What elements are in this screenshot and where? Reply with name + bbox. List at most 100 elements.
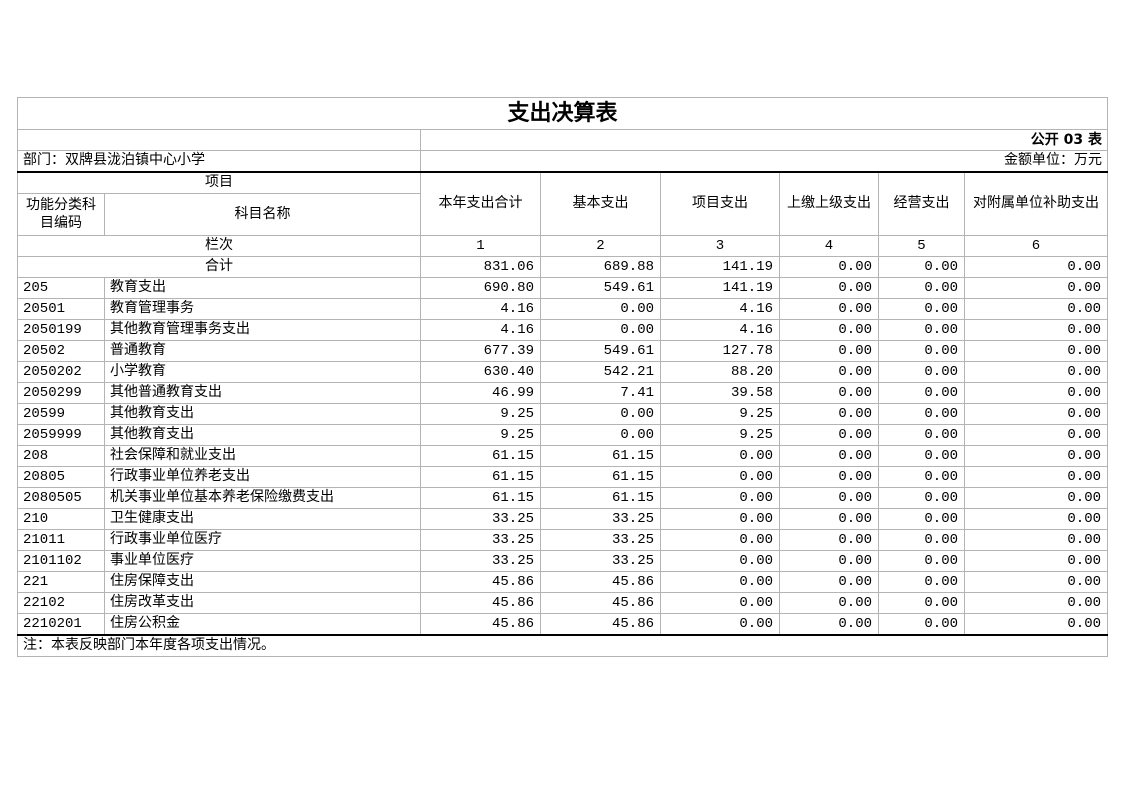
row-value: 0.00 (963, 592, 1109, 614)
seq-6: 6 (963, 235, 1109, 257)
total-label: 合计 (17, 256, 421, 278)
seq-1: 1 (420, 235, 541, 257)
row-value: 0.00 (963, 319, 1109, 341)
header-col-1: 本年支出合计 (420, 171, 541, 236)
row-value: 0.00 (779, 361, 879, 383)
row-value: 45.86 (420, 592, 541, 614)
row-value: 0.00 (963, 445, 1109, 467)
row-value: 0.00 (779, 592, 879, 614)
row-code: 2050202 (17, 361, 105, 383)
row-value: 0.00 (878, 424, 965, 446)
header-col-5: 经营支出 (878, 171, 965, 236)
row-value: 0.00 (779, 466, 879, 488)
unit-label: 金额单位：万元 (419, 150, 1109, 173)
row-value: 0.00 (779, 382, 879, 404)
row-value: 0.00 (963, 382, 1109, 404)
header-col-4: 上缴上级支出 (779, 171, 879, 236)
table-row: 2210201 住房公积金 45.86 45.86 0.00 0.00 0.00 0.00 (17, 613, 1109, 636)
row-code: 2210201 (17, 613, 105, 636)
row-value: 46.99 (420, 382, 541, 404)
table-row: 2050299 其他普通教育支出 46.99 7.41 39.58 0.00 0.00 0.0… (17, 382, 1109, 404)
row-name: 行政事业单位养老支出 (104, 466, 421, 488)
total-row: 合计 831.06 689.88 141.19 0.00 0.00 0.00 (17, 256, 1109, 278)
row-value: 0.00 (660, 487, 780, 509)
table-row: 2101102 事业单位医疗 33.25 33.25 0.00 0.00 0.00 0.00 (17, 550, 1109, 572)
row-name: 普通教育 (104, 340, 421, 362)
table-row: 22102 住房改革支出 45.86 45.86 0.00 0.00 0.00 0.00 (17, 592, 1109, 614)
table-row: 210 卫生健康支出 33.25 33.25 0.00 0.00 0.00 0.00 (17, 508, 1109, 530)
row-value: 0.00 (540, 403, 661, 425)
row-value: 0.00 (963, 487, 1109, 509)
header-col-3: 项目支出 (660, 171, 780, 236)
row-value: 61.15 (420, 445, 541, 467)
total-value: 831.06 (420, 256, 541, 278)
row-value: 45.86 (420, 613, 541, 636)
table-row: 20805 行政事业单位养老支出 61.15 61.15 0.00 0.00 0.00 0.0… (17, 466, 1109, 488)
row-value: 0.00 (779, 487, 879, 509)
row-value: 39.58 (660, 382, 780, 404)
row-value: 0.00 (963, 550, 1109, 572)
row-code: 20805 (17, 466, 105, 488)
row-value: 0.00 (878, 508, 965, 530)
row-value: 0.00 (540, 424, 661, 446)
table-row: 2059999 其他教育支出 9.25 0.00 9.25 0.00 0.00 0.00 (17, 424, 1109, 446)
row-value: 0.00 (963, 466, 1109, 488)
row-value: 88.20 (660, 361, 780, 383)
row-value: 127.78 (660, 340, 780, 362)
row-code: 2080505 (17, 487, 105, 509)
table-row: 2080505 机关事业单位基本养老保险缴费支出 61.15 61.15 0.00 0.0… (17, 487, 1109, 509)
row-value: 549.61 (540, 340, 661, 362)
header-name: 科目名称 (104, 193, 421, 236)
row-value: 542.21 (540, 361, 661, 383)
row-value: 61.15 (420, 466, 541, 488)
department-label: 部门：双牌县泷泊镇中心小学 (17, 150, 421, 173)
table-row: 21011 行政事业单位医疗 33.25 33.25 0.00 0.00 0.00 0.00 (17, 529, 1109, 551)
seq-label: 栏次 (17, 235, 421, 257)
row-value: 9.25 (420, 424, 541, 446)
table-row: 2050199 其他教育管理事务支出 4.16 0.00 4.16 0.00 0.00 0.0… (17, 319, 1109, 341)
row-value: 9.25 (420, 403, 541, 425)
total-value: 689.88 (540, 256, 661, 278)
row-value: 0.00 (779, 340, 879, 362)
row-value: 0.00 (660, 445, 780, 467)
row-value: 0.00 (963, 613, 1109, 636)
row-code: 210 (17, 508, 105, 530)
row-value: 61.15 (540, 466, 661, 488)
row-value: 33.25 (420, 529, 541, 551)
row-code: 2059999 (17, 424, 105, 446)
row-value: 0.00 (660, 466, 780, 488)
row-value: 0.00 (878, 592, 965, 614)
row-value: 0.00 (878, 487, 965, 509)
table-row: 2050202 小学教育 630.40 542.21 88.20 0.00 0.00 0.00 (17, 361, 1109, 383)
row-value: 690.80 (420, 277, 541, 299)
header-col-6: 对附属单位补助支出 (963, 171, 1109, 236)
row-value: 0.00 (878, 445, 965, 467)
seq-3: 3 (660, 235, 780, 257)
row-value: 0.00 (660, 592, 780, 614)
row-value: 0.00 (660, 613, 780, 636)
row-code: 20502 (17, 340, 105, 362)
row-value: 4.16 (660, 319, 780, 341)
row-value: 0.00 (540, 298, 661, 320)
row-value: 0.00 (779, 571, 879, 593)
row-code: 2050199 (17, 319, 105, 341)
row-value: 45.86 (540, 613, 661, 636)
table-row: 205 教育支出 690.80 549.61 141.19 0.00 0.00 0.00 (17, 277, 1109, 299)
row-value: 0.00 (779, 424, 879, 446)
row-value: 0.00 (963, 277, 1109, 299)
row-name: 行政事业单位医疗 (104, 529, 421, 551)
page-title: 支出决算表 (16, 97, 1109, 130)
table-row: 20501 教育管理事务 4.16 0.00 4.16 0.00 0.00 0.00 (17, 298, 1109, 320)
row-value: 4.16 (420, 319, 541, 341)
row-name: 住房改革支出 (104, 592, 421, 614)
header-project: 项目 (17, 171, 421, 194)
row-code: 21011 (17, 529, 105, 551)
row-name: 其他教育管理事务支出 (104, 319, 421, 341)
row-value: 0.00 (878, 361, 965, 383)
row-value: 0.00 (878, 340, 965, 362)
row-value: 0.00 (779, 508, 879, 530)
row-value: 45.86 (420, 571, 541, 593)
row-name: 事业单位医疗 (104, 550, 421, 572)
row-value: 0.00 (878, 571, 965, 593)
row-value: 0.00 (878, 319, 965, 341)
